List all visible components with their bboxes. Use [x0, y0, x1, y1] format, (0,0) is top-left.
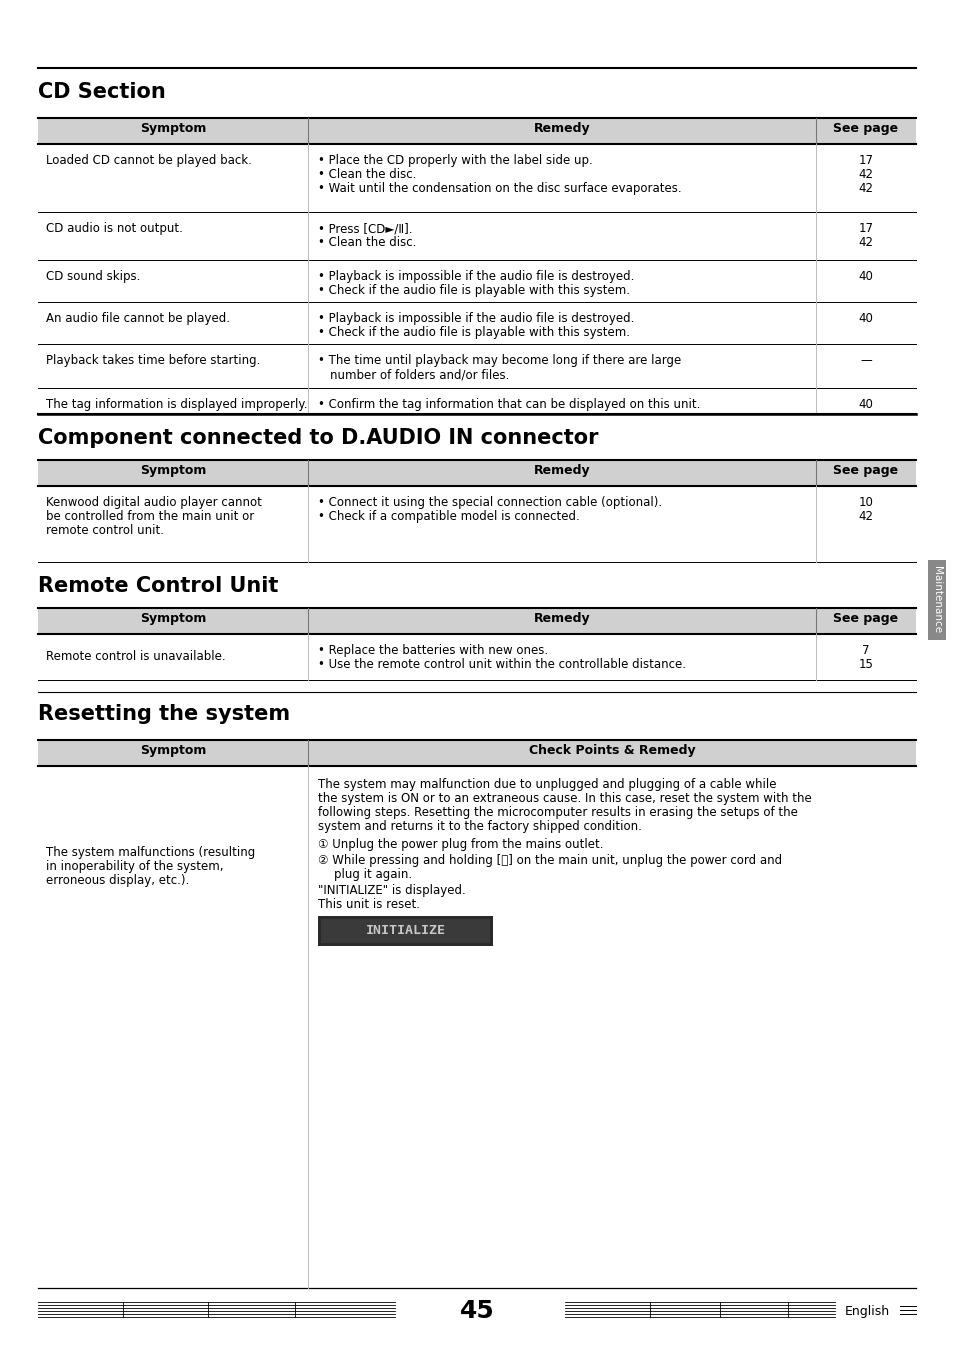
Bar: [38, 608, 915, 634]
Text: be controlled from the main unit or: be controlled from the main unit or: [46, 510, 254, 523]
Text: 40: 40: [858, 398, 873, 412]
Text: • Check if the audio file is playable with this system.: • Check if the audio file is playable wi…: [317, 284, 629, 297]
Text: number of folders and/or files.: number of folders and/or files.: [330, 368, 509, 380]
Text: erroneous display, etc.).: erroneous display, etc.).: [46, 873, 189, 887]
Text: See page: See page: [833, 612, 898, 626]
Bar: [317, 917, 493, 946]
Text: The system may malfunction due to unplugged and plugging of a cable while: The system may malfunction due to unplug…: [317, 779, 776, 791]
Text: English: English: [844, 1304, 889, 1317]
Text: Remedy: Remedy: [533, 122, 590, 135]
Text: following steps. Resetting the microcomputer results in erasing the setups of th: following steps. Resetting the microcomp…: [317, 806, 797, 819]
Bar: [927, 561, 945, 640]
Text: Symptom: Symptom: [140, 122, 206, 135]
Text: plug it again.: plug it again.: [334, 868, 412, 881]
Text: This unit is reset.: This unit is reset.: [317, 898, 419, 911]
Text: 15: 15: [858, 658, 873, 672]
Text: • Check if a compatible model is connected.: • Check if a compatible model is connect…: [317, 510, 579, 523]
Text: Symptom: Symptom: [140, 743, 206, 757]
Text: • Press [CD►/Ⅱ].: • Press [CD►/Ⅱ].: [317, 222, 412, 236]
Text: 42: 42: [858, 510, 873, 523]
Text: Symptom: Symptom: [140, 612, 206, 626]
Text: Remote control is unavailable.: Remote control is unavailable.: [46, 650, 226, 663]
Text: 10: 10: [858, 496, 873, 509]
Text: • Check if the audio file is playable with this system.: • Check if the audio file is playable wi…: [317, 326, 629, 338]
Text: See page: See page: [833, 464, 898, 477]
Text: • Playback is impossible if the audio file is destroyed.: • Playback is impossible if the audio fi…: [317, 311, 634, 325]
Text: An audio file cannot be played.: An audio file cannot be played.: [46, 311, 230, 325]
Text: Remedy: Remedy: [533, 464, 590, 477]
Text: Remote Control Unit: Remote Control Unit: [38, 575, 278, 596]
Text: CD sound skips.: CD sound skips.: [46, 269, 140, 283]
Text: • Confirm the tag information that can be displayed on this unit.: • Confirm the tag information that can b…: [317, 398, 700, 412]
Text: 42: 42: [858, 168, 873, 181]
Text: • Playback is impossible if the audio file is destroyed.: • Playback is impossible if the audio fi…: [317, 269, 634, 283]
Text: 45: 45: [459, 1298, 494, 1323]
Text: • Place the CD properly with the label side up.: • Place the CD properly with the label s…: [317, 154, 592, 167]
Text: The tag information is displayed improperly.: The tag information is displayed imprope…: [46, 398, 307, 412]
Text: Resetting the system: Resetting the system: [38, 704, 290, 724]
Text: Component connected to D.AUDIO IN connector: Component connected to D.AUDIO IN connec…: [38, 428, 598, 448]
Bar: [38, 460, 915, 486]
Text: Loaded CD cannot be played back.: Loaded CD cannot be played back.: [46, 154, 252, 167]
Text: in inoperability of the system,: in inoperability of the system,: [46, 860, 223, 873]
Text: See page: See page: [833, 122, 898, 135]
Text: Kenwood digital audio player cannot: Kenwood digital audio player cannot: [46, 496, 262, 509]
Text: CD Section: CD Section: [38, 83, 166, 102]
Text: Remedy: Remedy: [533, 612, 590, 626]
Text: • Use the remote control unit within the controllable distance.: • Use the remote control unit within the…: [317, 658, 685, 672]
Text: 7: 7: [862, 645, 869, 657]
Text: ② While pressing and holding [⏻] on the main unit, unplug the power cord and: ② While pressing and holding [⏻] on the …: [317, 854, 781, 867]
Text: 42: 42: [858, 181, 873, 195]
Text: system and returns it to the factory shipped condition.: system and returns it to the factory shi…: [317, 821, 641, 833]
Text: CD audio is not output.: CD audio is not output.: [46, 222, 183, 236]
Bar: [320, 919, 490, 942]
Text: INITIALIZE: INITIALIZE: [365, 925, 445, 937]
Text: ① Unplug the power plug from the mains outlet.: ① Unplug the power plug from the mains o…: [317, 838, 603, 852]
Text: Check Points & Remedy: Check Points & Remedy: [528, 743, 695, 757]
Text: Playback takes time before starting.: Playback takes time before starting.: [46, 353, 260, 367]
Bar: [38, 741, 915, 766]
Text: • Clean the disc.: • Clean the disc.: [317, 236, 416, 249]
Bar: [38, 118, 915, 144]
Text: 42: 42: [858, 236, 873, 249]
Text: "INITIALIZE" is displayed.: "INITIALIZE" is displayed.: [317, 884, 465, 896]
Text: 40: 40: [858, 311, 873, 325]
Text: • Replace the batteries with new ones.: • Replace the batteries with new ones.: [317, 645, 548, 657]
Text: Maintenance: Maintenance: [931, 566, 941, 634]
Text: the system is ON or to an extraneous cause. In this case, reset the system with : the system is ON or to an extraneous cau…: [317, 792, 811, 806]
Text: 40: 40: [858, 269, 873, 283]
Text: 17: 17: [858, 154, 873, 167]
Text: • The time until playback may become long if there are large: • The time until playback may become lon…: [317, 353, 680, 367]
Text: 17: 17: [858, 222, 873, 236]
Text: —: —: [860, 353, 871, 367]
Text: • Connect it using the special connection cable (optional).: • Connect it using the special connectio…: [317, 496, 661, 509]
Text: The system malfunctions (resulting: The system malfunctions (resulting: [46, 846, 255, 858]
Text: Symptom: Symptom: [140, 464, 206, 477]
Text: • Clean the disc.: • Clean the disc.: [317, 168, 416, 181]
Text: • Wait until the condensation on the disc surface evaporates.: • Wait until the condensation on the dis…: [317, 181, 680, 195]
Text: remote control unit.: remote control unit.: [46, 524, 164, 538]
